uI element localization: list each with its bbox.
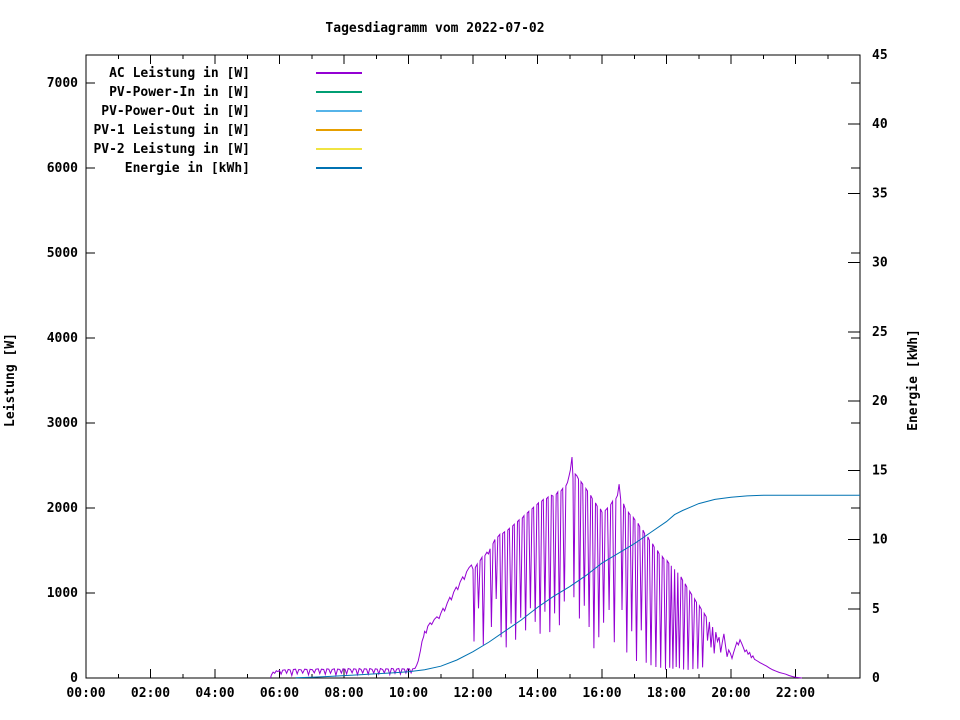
y2-tick-label: 10: [872, 533, 888, 548]
x-tick-label: 06:00: [260, 686, 299, 701]
x-tick-label: 16:00: [582, 686, 621, 701]
legend-label: PV-Power-Out in [W]: [101, 104, 250, 119]
y1-tick-label: 3000: [47, 416, 78, 431]
legend-label: AC Leistung in [W]: [109, 66, 250, 81]
y2-tick-label: 45: [872, 48, 888, 63]
x-tick-label: 08:00: [324, 686, 363, 701]
x-tick-label: 18:00: [647, 686, 686, 701]
series-line-energie-in-kwh-: [295, 494, 860, 679]
legend-label: PV-1 Leistung in [W]: [93, 123, 250, 138]
y1-tick-label: 6000: [47, 161, 78, 176]
y2-tick-label: 5: [872, 602, 880, 617]
y2-axis-title: Energie [kWh]: [906, 329, 921, 431]
x-tick-label: 04:00: [195, 686, 234, 701]
y2-tick-label: 35: [872, 186, 888, 201]
legend-label: PV-Power-In in [W]: [109, 85, 250, 100]
y1-tick-label: 1000: [47, 586, 78, 601]
x-tick-label: 10:00: [389, 686, 428, 701]
legend-label: PV-2 Leistung in [W]: [93, 142, 250, 157]
x-tick-label: 12:00: [453, 686, 492, 701]
y1-tick-label: 0: [70, 671, 78, 686]
y1-tick-label: 5000: [47, 246, 78, 261]
x-tick-label: 14:00: [518, 686, 557, 701]
x-tick-label: 22:00: [776, 686, 815, 701]
legend-label: Energie in [kWh]: [125, 161, 250, 176]
y2-tick-label: 15: [872, 463, 888, 478]
y2-tick-label: 25: [872, 325, 888, 340]
y1-axis-title: Leistung [W]: [3, 333, 18, 427]
y1-tick-label: 2000: [47, 501, 78, 516]
y2-tick-label: 20: [872, 394, 888, 409]
x-tick-label: 00:00: [66, 686, 105, 701]
x-tick-label: 02:00: [131, 686, 170, 701]
x-tick-label: 20:00: [711, 686, 750, 701]
chart-title: Tagesdiagramm vom 2022-07-02: [325, 21, 544, 36]
y1-tick-label: 4000: [47, 331, 78, 346]
y1-tick-label: 7000: [47, 76, 78, 91]
y2-tick-label: 0: [872, 671, 880, 686]
plot-area: 00:00 02:00 04:00 06:00 08:00 10:00 12:00 14:00…: [47, 48, 888, 701]
y2-tick-label: 40: [872, 117, 888, 132]
y2-tick-label: 30: [872, 256, 888, 271]
series-line-ac-leistung-in-w-: [270, 456, 802, 679]
